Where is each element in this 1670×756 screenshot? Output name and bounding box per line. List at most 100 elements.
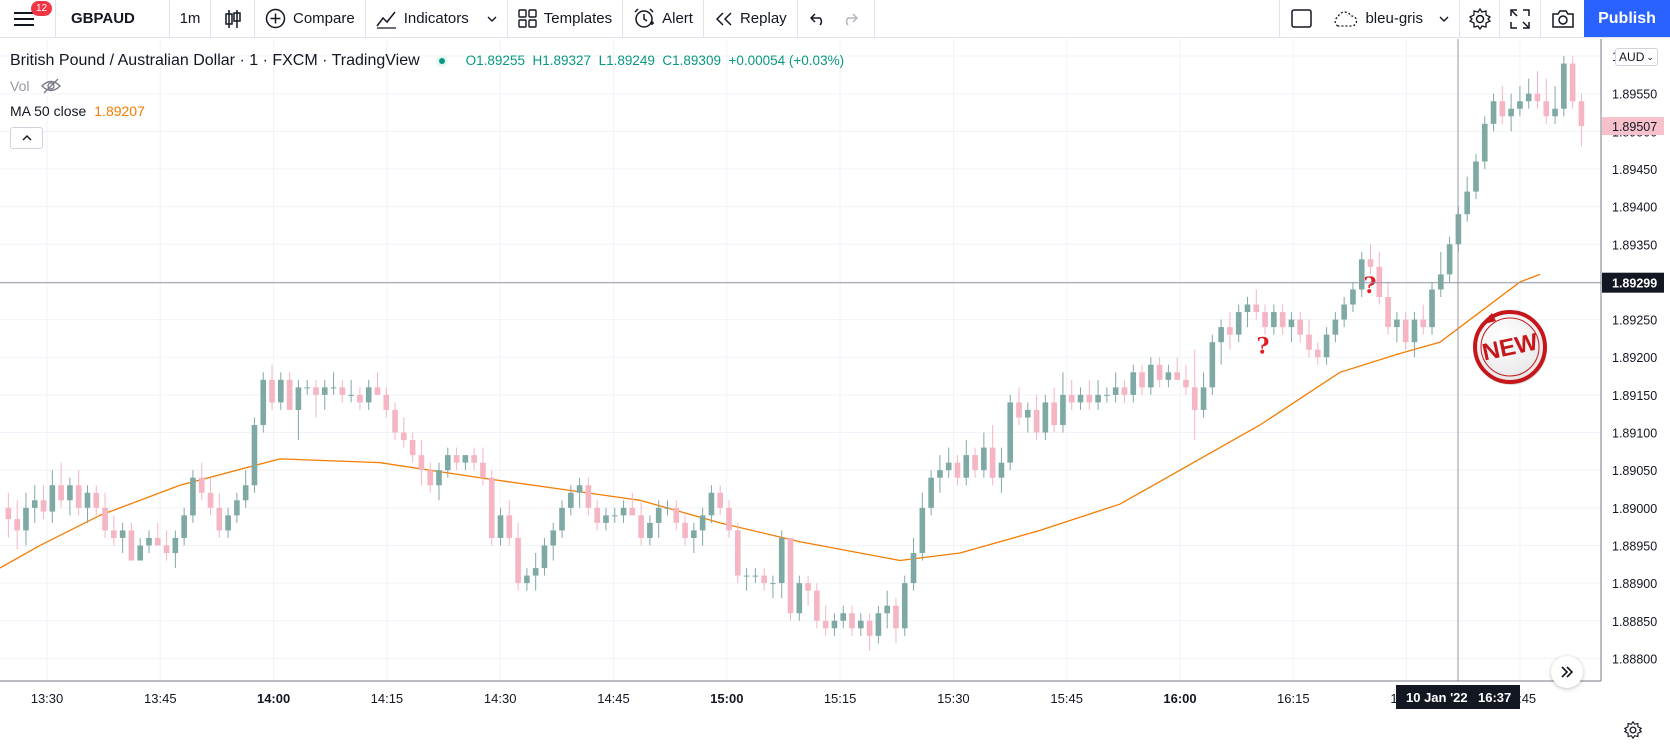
candle bbox=[629, 492, 636, 516]
candle-body bbox=[1112, 387, 1119, 395]
candle-body bbox=[269, 379, 275, 403]
candle bbox=[884, 590, 890, 629]
candle-body bbox=[497, 515, 504, 538]
candle bbox=[163, 530, 170, 561]
candle bbox=[981, 432, 987, 478]
candle-body bbox=[576, 485, 583, 493]
redo-icon[interactable] bbox=[842, 12, 858, 26]
candle-body bbox=[444, 455, 451, 471]
price-tick: 1.89350 bbox=[1612, 238, 1657, 252]
chart-type-button[interactable] bbox=[211, 0, 255, 37]
candle bbox=[357, 387, 363, 410]
axis-settings-gear-icon[interactable] bbox=[1624, 721, 1642, 739]
price-tick: 1.89000 bbox=[1612, 502, 1657, 516]
volume-indicator-label[interactable]: Vol bbox=[10, 77, 30, 94]
candle-body bbox=[75, 485, 82, 508]
indicators-button[interactable]: Indicators bbox=[366, 0, 508, 37]
candle-body bbox=[734, 530, 741, 576]
scroll-to-realtime-button[interactable] bbox=[1551, 656, 1583, 688]
cloud-layout-button[interactable]: bleu-gris bbox=[1322, 0, 1460, 37]
candle-body bbox=[392, 409, 398, 433]
new-badge: NEW bbox=[1473, 310, 1547, 385]
candle-body bbox=[242, 485, 249, 501]
candle bbox=[1148, 357, 1154, 395]
candle bbox=[321, 379, 328, 410]
candle bbox=[1121, 379, 1128, 403]
candle bbox=[1332, 312, 1339, 343]
candle bbox=[242, 470, 249, 508]
candle-body bbox=[1183, 379, 1189, 388]
candle bbox=[1464, 176, 1470, 222]
symbol-search[interactable]: GBPAUD bbox=[56, 0, 170, 37]
candle bbox=[963, 440, 970, 486]
candle bbox=[928, 470, 934, 516]
candle bbox=[761, 568, 767, 591]
candle-body bbox=[1174, 372, 1180, 380]
candle bbox=[5, 492, 12, 538]
candle-body bbox=[1517, 101, 1523, 109]
replay-button[interactable]: Replay bbox=[704, 0, 798, 37]
alert-button[interactable]: Alert bbox=[623, 0, 704, 37]
candle bbox=[251, 417, 258, 493]
candle bbox=[14, 500, 20, 550]
candle bbox=[278, 372, 284, 410]
candle-body bbox=[831, 620, 838, 629]
candle bbox=[1578, 93, 1585, 147]
layout-select-button[interactable] bbox=[1280, 0, 1322, 37]
time-tick: 16:15 bbox=[1277, 691, 1310, 706]
candle-body bbox=[981, 447, 987, 471]
candle bbox=[409, 432, 416, 463]
templates-button[interactable]: Templates bbox=[508, 0, 624, 37]
eye-off-icon[interactable] bbox=[41, 78, 62, 94]
candle-body bbox=[1130, 372, 1137, 395]
menu-button[interactable]: 12 bbox=[0, 0, 56, 37]
snapshot-button[interactable] bbox=[1540, 0, 1584, 37]
candle bbox=[1508, 93, 1514, 132]
collapse-legend-button[interactable] bbox=[10, 127, 43, 149]
candle-body bbox=[453, 455, 460, 463]
candle-body bbox=[506, 515, 513, 538]
candle bbox=[1007, 394, 1014, 471]
candle-body bbox=[137, 545, 144, 561]
chevron-down-icon[interactable] bbox=[487, 16, 497, 22]
candle-body bbox=[146, 537, 152, 546]
undo-icon[interactable] bbox=[809, 12, 826, 26]
compare-button[interactable]: Compare bbox=[255, 0, 366, 37]
interval-button[interactable]: 1m bbox=[170, 0, 211, 37]
candle-body bbox=[550, 530, 557, 546]
ma-indicator-label[interactable]: MA 50 close bbox=[10, 102, 87, 119]
candle bbox=[190, 470, 196, 523]
symbol-title[interactable]: British Pound / Australian Dollar · 1 · … bbox=[10, 51, 420, 69]
templates-grid-icon bbox=[518, 9, 537, 28]
candle bbox=[154, 522, 161, 546]
change-value: +0.00054 (+0.03%) bbox=[728, 53, 845, 68]
candle bbox=[1077, 387, 1084, 410]
candle bbox=[146, 530, 152, 553]
candle-body bbox=[1429, 289, 1435, 328]
ohlc-values: O1.89255 H1.89327 L1.89249 C1.89309 +0.0… bbox=[466, 53, 844, 68]
chart-area[interactable]: ?? 1.896001.895501.895001.894501.894001.… bbox=[0, 39, 1670, 756]
candle-body bbox=[1350, 289, 1356, 305]
candle bbox=[752, 568, 759, 584]
currency-select[interactable]: AUD ⌄ bbox=[1615, 48, 1658, 66]
chart-legend: British Pound / Australian Dollar · 1 · … bbox=[10, 48, 844, 149]
price-chart[interactable]: ?? 1.896001.895501.895001.894501.894001.… bbox=[0, 39, 1670, 756]
candle bbox=[1552, 86, 1558, 124]
candle bbox=[1569, 56, 1576, 109]
candle bbox=[858, 613, 864, 636]
candle-body bbox=[295, 387, 302, 410]
candle-body bbox=[198, 477, 205, 493]
publish-button[interactable]: Publish bbox=[1584, 0, 1670, 37]
market-open-indicator bbox=[435, 54, 448, 67]
candle bbox=[84, 485, 91, 523]
settings-button[interactable] bbox=[1460, 0, 1500, 37]
candle bbox=[119, 522, 126, 553]
candle bbox=[875, 605, 882, 644]
candle-body bbox=[858, 620, 864, 629]
candle bbox=[1068, 379, 1075, 410]
crosshair-time-label-bg bbox=[1396, 685, 1520, 709]
fullscreen-button[interactable] bbox=[1500, 0, 1540, 37]
last-price-label: 1.89507 bbox=[1612, 120, 1657, 134]
candle bbox=[1156, 357, 1163, 388]
ma-50-line bbox=[0, 273, 1541, 569]
